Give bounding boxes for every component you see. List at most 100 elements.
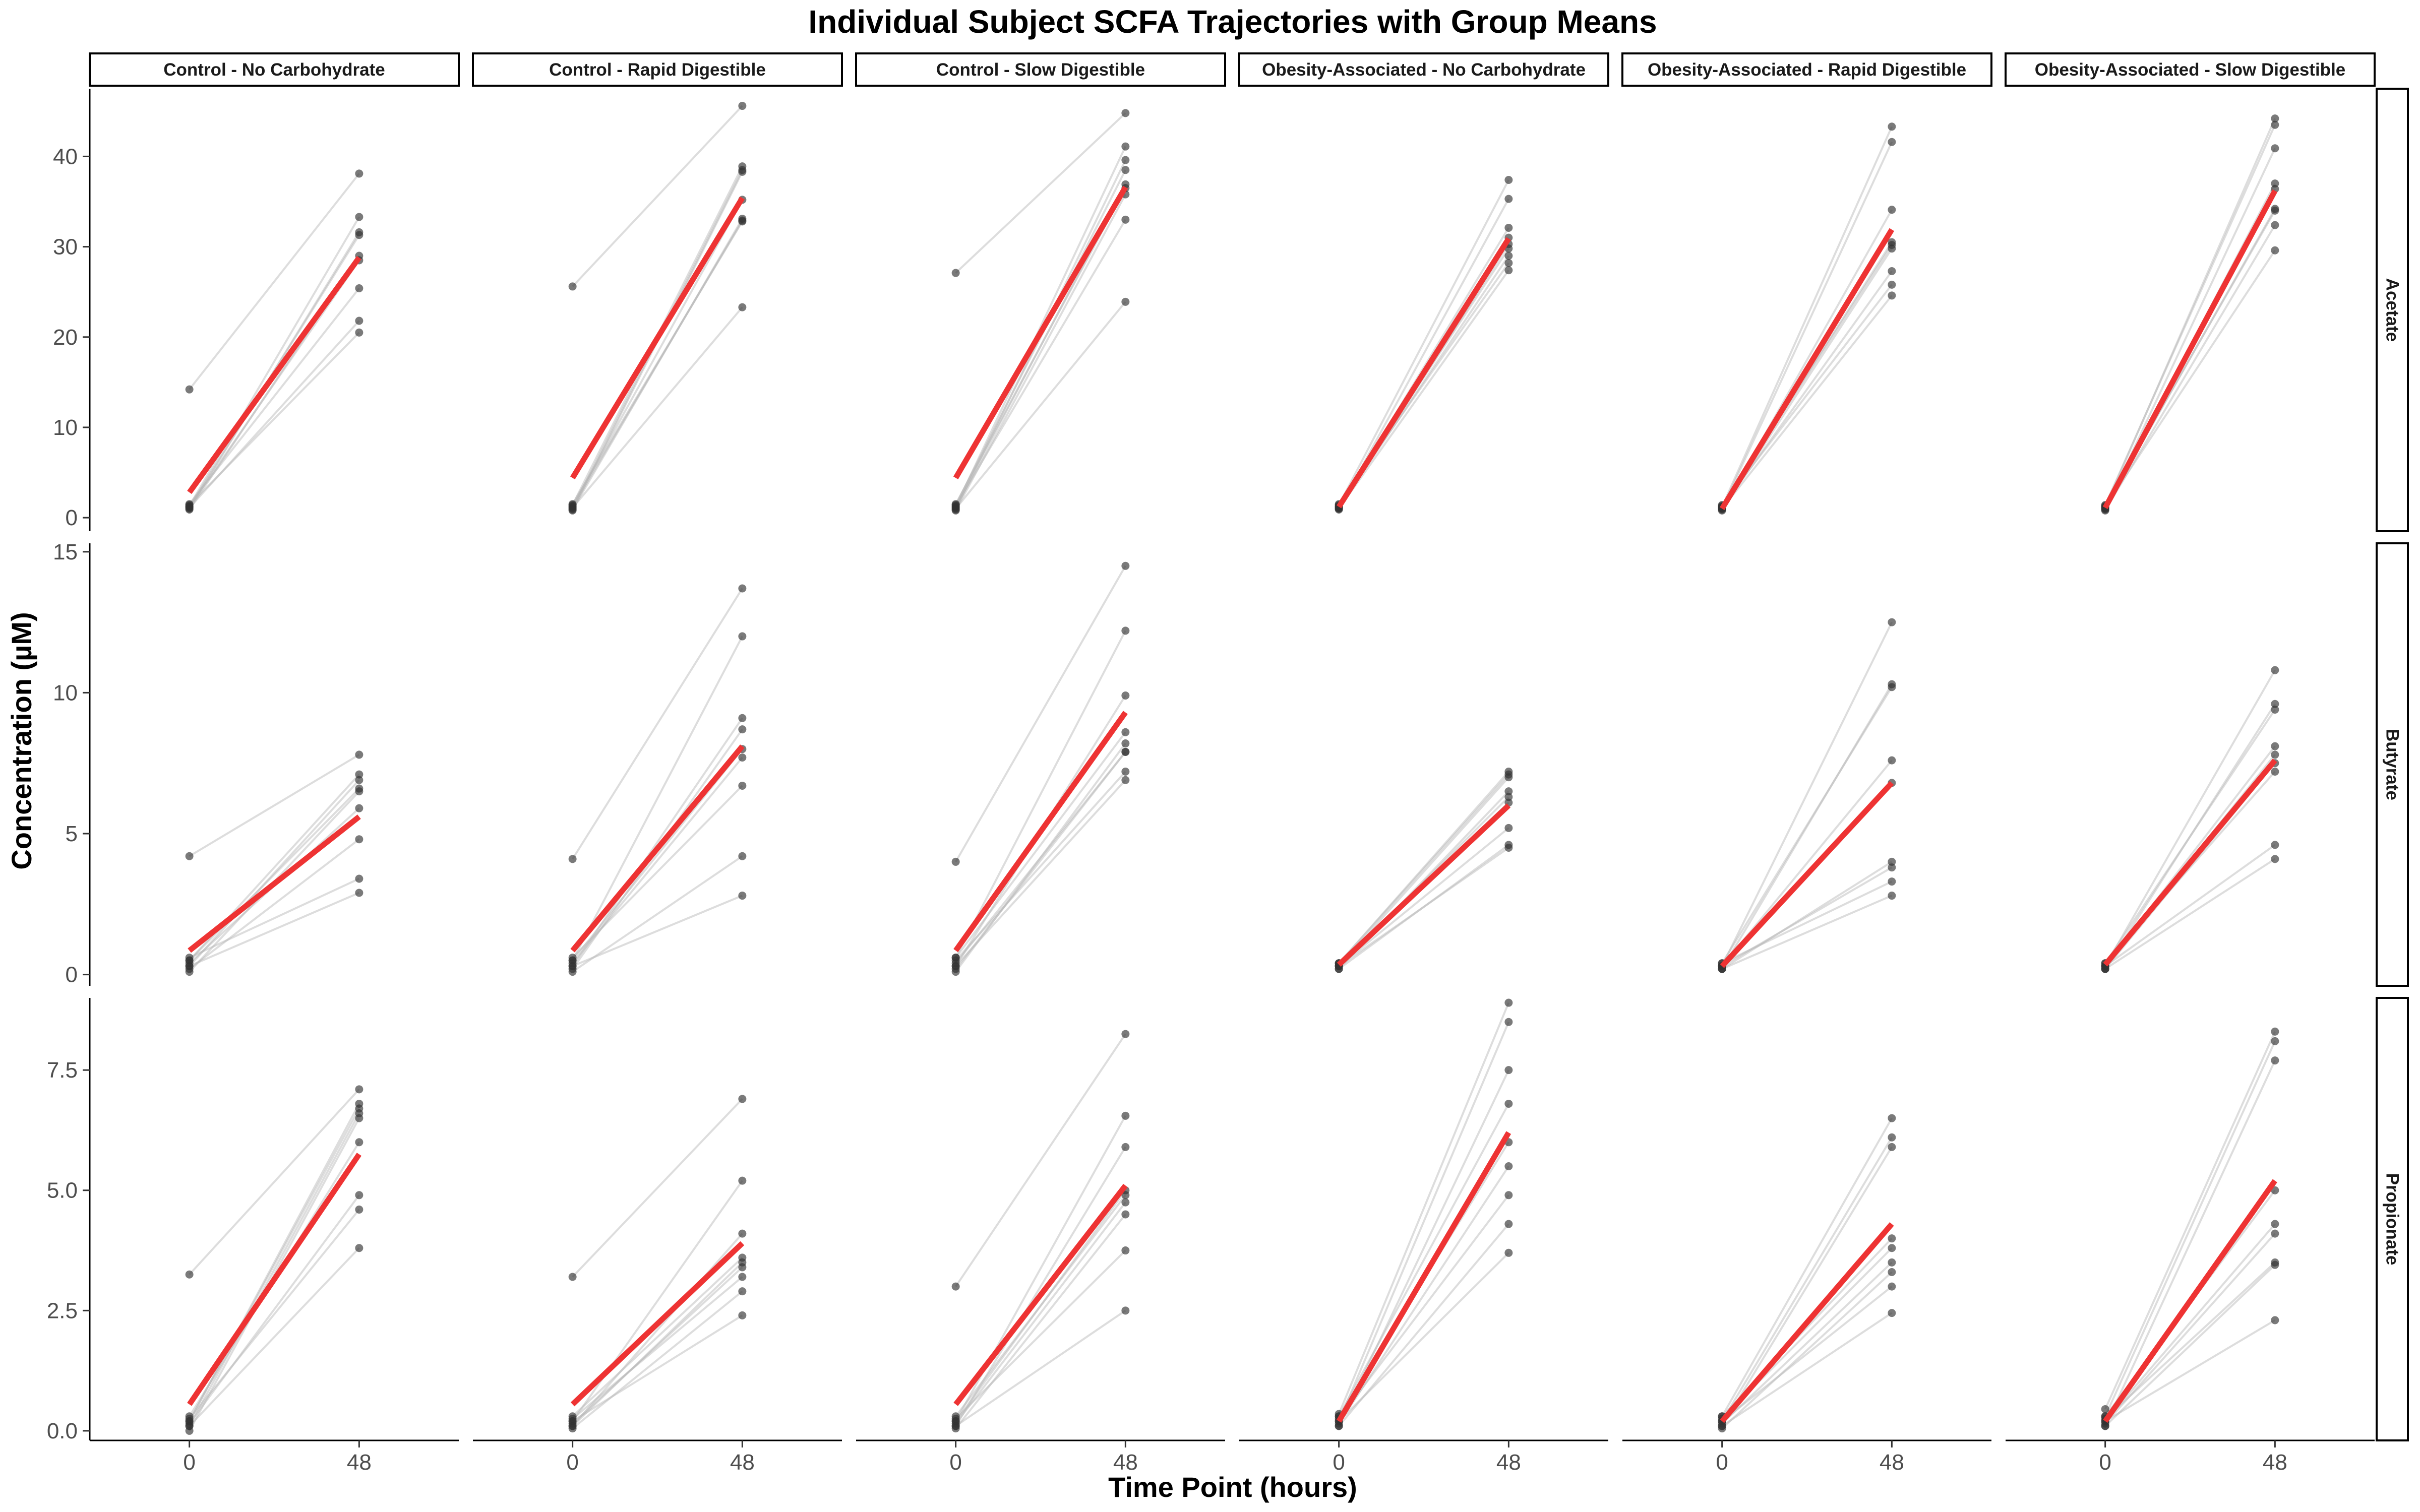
subject-line xyxy=(572,895,743,967)
facet-strip-column: Obesity-Associated - Rapid Digestible xyxy=(1621,52,1992,87)
subject-point-t48 xyxy=(1504,1248,1513,1257)
y-tick-label: 15 xyxy=(53,540,78,564)
subject-point-t48 xyxy=(1121,1306,1130,1315)
subject-point-t0 xyxy=(951,962,960,970)
subject-point-t48 xyxy=(1504,259,1513,267)
subject-line xyxy=(954,1033,1127,1287)
subject-point-t0 xyxy=(568,855,577,863)
subject-point-t48 xyxy=(738,725,747,734)
subject-point-t48 xyxy=(1888,683,1896,691)
subject-point-t48 xyxy=(2271,179,2279,188)
subject-point-t48 xyxy=(2271,114,2279,123)
subject-line xyxy=(1721,1271,1893,1429)
subject-line xyxy=(2104,1233,2276,1424)
subject-point-t48 xyxy=(738,1273,747,1281)
subject-line xyxy=(1338,269,1509,510)
subject-line xyxy=(955,1194,1126,1417)
subject-line xyxy=(1721,1312,1893,1427)
subject-point-t48 xyxy=(1888,291,1896,300)
subject-point-t48 xyxy=(1888,1244,1896,1252)
subject-line xyxy=(1338,1103,1510,1417)
subject-line xyxy=(571,221,744,505)
subject-point-t0 xyxy=(568,956,577,965)
subject-line xyxy=(2104,224,2276,511)
subject-line xyxy=(572,1256,743,1417)
subject-point-t0 xyxy=(185,1417,194,1425)
y-tick-label: 40 xyxy=(53,144,78,169)
facet-strip-box xyxy=(472,52,843,87)
subject-point-t48 xyxy=(2271,246,2279,255)
subject-point-t48 xyxy=(2271,750,2279,759)
subject-point-t48 xyxy=(738,1287,747,1296)
subject-line xyxy=(1338,179,1510,506)
subject-point-t48 xyxy=(1504,843,1513,852)
subject-point-t48 xyxy=(1121,166,1130,174)
subject-line xyxy=(189,332,360,506)
group-mean-line xyxy=(187,1153,361,1406)
subject-point-t0 xyxy=(568,282,577,291)
subject-point-t48 xyxy=(1888,138,1896,146)
subject-line xyxy=(189,287,360,505)
x-tick-label: 48 xyxy=(1880,1450,1904,1475)
subject-point-t48 xyxy=(2271,1220,2279,1228)
subject-point-t48 xyxy=(1888,618,1896,626)
subject-point-t48 xyxy=(1121,1143,1130,1151)
subject-line xyxy=(188,216,360,507)
subject-point-t48 xyxy=(1888,1282,1896,1291)
subject-line xyxy=(571,588,744,860)
y-tick-label: 10 xyxy=(53,680,78,705)
subject-line xyxy=(1721,1137,1893,1422)
subject-point-t48 xyxy=(1121,109,1130,117)
subject-point-t48 xyxy=(355,169,364,178)
facet-strip-label: Propionate xyxy=(2383,1173,2402,1266)
subject-point-t48 xyxy=(738,217,747,226)
subject-point-t48 xyxy=(1888,122,1896,131)
subject-line xyxy=(189,1209,360,1420)
subject-point-t48 xyxy=(355,1114,364,1122)
subject-point-t0 xyxy=(185,385,194,394)
subject-line xyxy=(955,751,1126,964)
subject-point-t0 xyxy=(951,954,960,962)
group-mean-line xyxy=(1336,1131,1511,1423)
x-tick-label: 48 xyxy=(730,1450,755,1475)
subject-point-t48 xyxy=(1504,1162,1513,1171)
subject-point-t48 xyxy=(1504,1066,1513,1075)
subject-line xyxy=(2104,1264,2276,1427)
subject-line xyxy=(2104,249,2276,508)
subject-line xyxy=(189,838,360,970)
subject-point-t0 xyxy=(568,1273,577,1281)
subject-point-t48 xyxy=(738,1311,747,1319)
subject-line xyxy=(572,1290,743,1429)
subject-point-t48 xyxy=(1504,793,1513,801)
subject-point-t48 xyxy=(2271,1056,2279,1065)
subject-line xyxy=(1721,621,1893,967)
subject-line xyxy=(1721,270,1893,509)
subject-point-t48 xyxy=(738,781,747,790)
group-mean-line xyxy=(1720,781,1894,968)
subject-point-t48 xyxy=(2271,841,2279,849)
subject-line xyxy=(1721,1262,1893,1425)
panel: 0 48 xyxy=(473,1095,842,1475)
subject-point-t48 xyxy=(355,1191,364,1200)
subject-point-t48 xyxy=(1888,1309,1896,1317)
subject-point-t48 xyxy=(1888,1268,1896,1276)
subject-point-t48 xyxy=(1121,747,1130,756)
subject-point-t48 xyxy=(2271,767,2279,776)
group-mean-line xyxy=(1719,228,1895,511)
group-mean-line xyxy=(1336,237,1511,509)
subject-line xyxy=(1721,861,1893,970)
group-mean-line xyxy=(187,256,361,494)
subject-line xyxy=(189,788,360,962)
subject-line xyxy=(1338,847,1509,967)
subject-point-t0 xyxy=(951,269,960,277)
facet-strip-box xyxy=(2376,542,2409,987)
subject-point-t48 xyxy=(2271,1037,2279,1045)
subject-point-t48 xyxy=(1504,1099,1513,1108)
subject-point-t0 xyxy=(185,956,194,965)
subject-point-t48 xyxy=(1504,998,1513,1007)
subject-point-t0 xyxy=(185,502,194,511)
subject-point-t48 xyxy=(2271,666,2279,674)
subject-point-t0 xyxy=(568,501,577,510)
subject-point-t48 xyxy=(738,584,747,593)
subject-point-t48 xyxy=(1121,691,1130,700)
